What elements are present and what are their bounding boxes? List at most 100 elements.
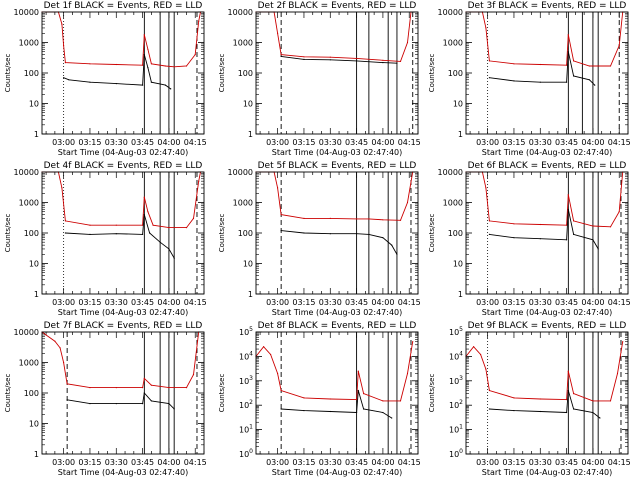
x-tick-label: 03:15	[502, 458, 525, 467]
x-axis-label: Start Time (04-Aug-03 02:47:40)	[58, 308, 189, 317]
red-series-line	[41, 331, 200, 389]
red-data-point	[382, 219, 384, 221]
x-axis-label: Start Time (04-Aug-03 02:47:40)	[58, 468, 189, 477]
y-tick-label: 100	[238, 69, 253, 78]
y-tick-label: 100	[239, 448, 253, 459]
x-axis-label: Start Time (04-Aug-03 02:47:40)	[272, 308, 403, 317]
red-data-point	[473, 346, 475, 348]
x-tick-label: 04:15	[184, 138, 207, 147]
red-data-point	[357, 370, 359, 372]
x-tick-label: 03:45	[345, 298, 368, 307]
y-tick-label: 103	[239, 375, 253, 386]
red-data-point	[303, 397, 305, 399]
panel-4: Det 4f BLACK = Events, RED = LLD Counts/s…	[4, 161, 207, 317]
red-data-point	[480, 353, 482, 356]
y-tick-label: 101	[239, 424, 253, 435]
black-data-point	[539, 410, 541, 413]
red-data-point	[329, 217, 331, 219]
red-data-point	[539, 398, 541, 400]
black-data-point	[329, 410, 331, 413]
x-tick-label: 03:15	[78, 298, 101, 307]
black-data-point	[573, 75, 575, 77]
x-tick-label: 04:00	[581, 298, 604, 307]
y-axis-label: Counts/sec	[4, 214, 12, 253]
red-data-point	[192, 374, 195, 376]
red-data-point	[263, 346, 265, 348]
x-tick-label: 03:45	[555, 458, 578, 467]
black-data-point	[115, 403, 117, 405]
red-data-point	[588, 65, 591, 67]
red-data-point	[89, 387, 91, 389]
red-data-point	[115, 387, 117, 389]
red-data-point	[115, 63, 117, 66]
x-tick-label: 04:15	[398, 138, 421, 147]
red-data-point	[382, 59, 384, 61]
black-data-point	[396, 253, 398, 255]
y-axis-label: Counts/sec	[218, 214, 226, 253]
black-data-point	[159, 241, 161, 243]
x-tick-label: 03:15	[78, 138, 101, 147]
x-tick-label: 03:45	[131, 298, 154, 307]
black-series-line	[65, 214, 175, 259]
black-data-point	[566, 411, 568, 414]
red-data-point	[277, 372, 279, 375]
red-data-point	[168, 227, 170, 229]
red-data-point	[64, 62, 66, 64]
black-data-point	[599, 417, 601, 419]
x-tick-label: 04:15	[398, 458, 421, 467]
panel-9: Det 9f BLACK = Events, RED = LLD Counts/s…	[428, 321, 631, 477]
red-data-point	[485, 368, 487, 370]
black-data-point	[566, 81, 568, 83]
x-tick-label: 03:15	[292, 458, 315, 467]
y-tick-label: 100	[24, 389, 39, 398]
x-tick-label: 04:00	[581, 138, 604, 147]
black-data-point	[567, 389, 569, 392]
x-axis-label: Start Time (04-Aug-03 02:47:40)	[58, 148, 189, 157]
x-tick-label: 03:15	[502, 298, 525, 307]
red-series-line	[42, 171, 201, 229]
y-axis-label: Counts/sec	[428, 214, 436, 253]
black-data-point	[488, 408, 490, 410]
red-data-point	[150, 63, 152, 65]
red-series-line	[465, 341, 624, 402]
red-data-point	[356, 399, 358, 401]
red-data-point	[164, 65, 166, 67]
black-data-point	[488, 233, 490, 235]
black-data-point	[68, 79, 70, 81]
y-tick-label: 10000	[438, 168, 463, 177]
red-data-point	[61, 187, 63, 189]
y-tick-label: 10	[29, 260, 39, 269]
black-data-point	[280, 230, 282, 232]
black-data-point	[513, 237, 515, 239]
plot-frame	[255, 11, 419, 135]
red-data-point	[270, 353, 272, 356]
y-tick-label: 104	[239, 350, 253, 361]
red-data-point	[143, 34, 145, 36]
black-data-point	[143, 214, 145, 216]
red-data-point	[198, 20, 200, 22]
black-data-point	[168, 403, 170, 405]
red-data-point	[143, 377, 145, 379]
y-tick-label: 10000	[14, 328, 39, 337]
red-data-point	[63, 44, 65, 47]
red-data-point	[363, 393, 365, 395]
panel-title: Det 2f BLACK = Events, RED = LLD	[258, 1, 417, 11]
red-data-point	[406, 372, 409, 375]
panel-title: Det 3f BLACK = Events, RED = LLD	[468, 1, 627, 11]
black-data-point	[143, 392, 145, 394]
red-data-point	[277, 32, 279, 34]
red-data-point	[61, 23, 63, 25]
red-data-point	[356, 218, 358, 220]
black-data-point	[63, 77, 65, 79]
red-data-point	[185, 65, 188, 67]
x-tick-label: 03:00	[52, 298, 75, 307]
red-data-point	[566, 399, 568, 401]
x-tick-label: 03:45	[131, 458, 154, 467]
y-tick-label: 100	[448, 69, 463, 78]
red-data-point	[567, 370, 569, 372]
red-data-point	[406, 201, 409, 204]
x-tick-label: 03:45	[345, 138, 368, 147]
y-tick-label: 1000	[443, 199, 463, 208]
x-tick-label: 03:30	[319, 458, 342, 467]
red-data-point	[573, 220, 575, 222]
